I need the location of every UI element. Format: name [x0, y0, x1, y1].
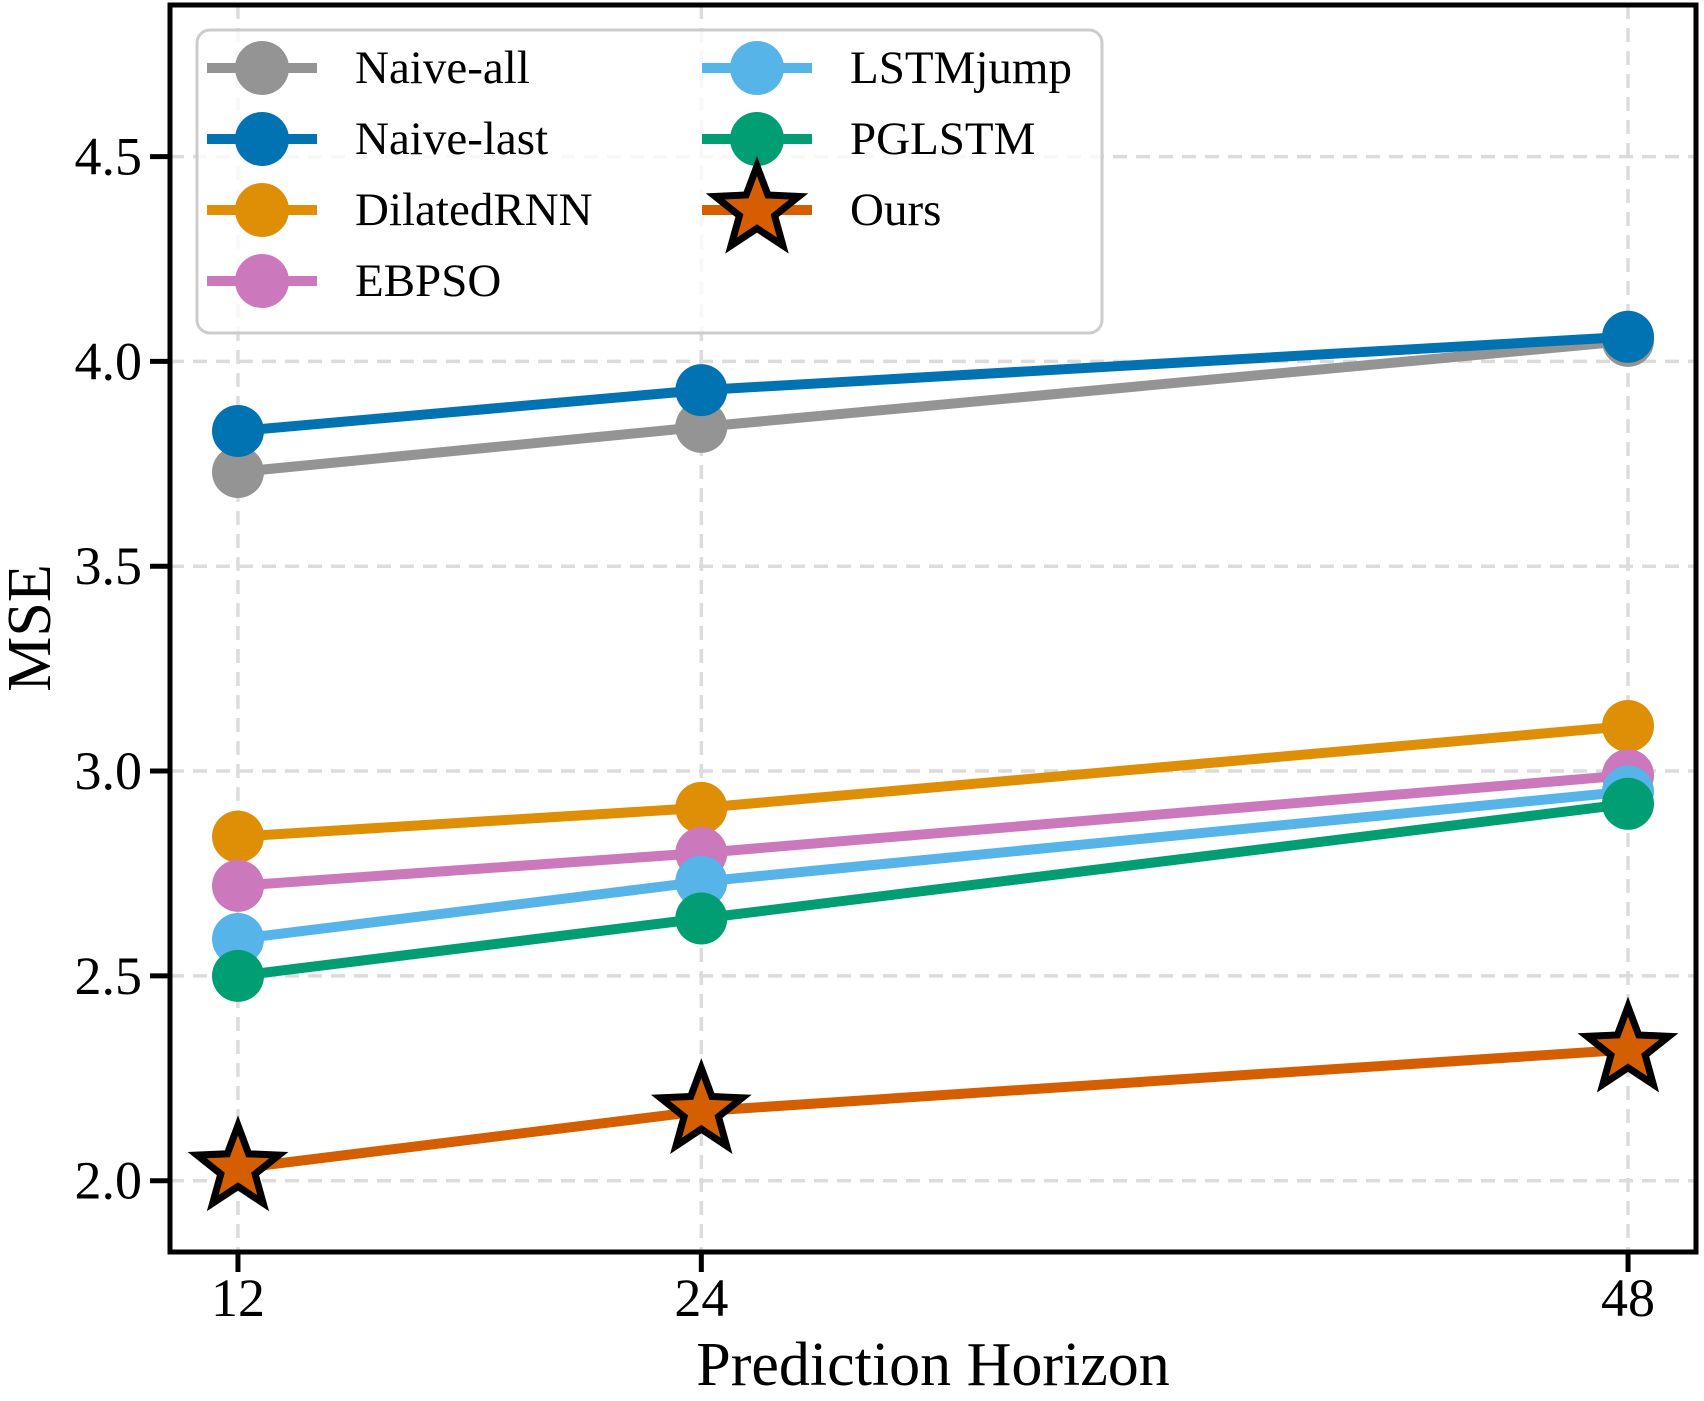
- legend: Naive-all Naive-last DilatedRNN EBPSO LSTMju…: [195, 28, 1104, 335]
- legend-entry-Ours: Ours: [702, 156, 941, 254]
- marker-Naive-last-48: [1602, 310, 1654, 363]
- marker-Ours-12: [187, 1115, 289, 1212]
- legend-entry-PGLSTM: PGLSTM: [702, 112, 1035, 166]
- legend-entry-Naive-all: Naive-all: [207, 41, 530, 95]
- legend-label-Naive-last: Naive-last: [355, 113, 548, 165]
- y-tick-label-2.5: 2.5: [75, 946, 143, 1006]
- marker-LSTMjump-24: [675, 855, 728, 908]
- y-tick-label-4: 4.0: [75, 331, 143, 391]
- legend-label-EBPSO: EBPSO: [355, 255, 501, 307]
- marker-Naive-all-24: [675, 400, 728, 453]
- legend-entry-EBPSO: EBPSO: [207, 254, 501, 308]
- legend-entry-Naive-last: Naive-last: [207, 112, 548, 166]
- plot-area: 12 24 48 2.0 2.5 3.0 3.5 4.0 4.5 Naive-all Naive-l…: [75, 2, 1699, 1328]
- marker-PGLSTM-24: [675, 892, 728, 945]
- series-PGLSTM: [212, 777, 1654, 1002]
- legend-marker-EBPSO: [235, 254, 289, 308]
- axes-frame: [167, 2, 1699, 1255]
- marker-DilatedRNN-48: [1602, 700, 1654, 752]
- legend-marker-PGLSTM: [730, 112, 784, 166]
- y-tick-label-3.5: 3.5: [75, 536, 143, 596]
- y-tick-label-4.5: 4.5: [75, 127, 143, 187]
- x-tick-label-48: 48: [1601, 1268, 1655, 1328]
- legend-marker-Naive-last: [235, 112, 289, 166]
- x-tick-label-24: 24: [674, 1268, 728, 1328]
- series-Ours: [187, 996, 1679, 1212]
- marker-Ours-48: [1577, 996, 1679, 1093]
- marker-EBPSO-12: [212, 859, 264, 912]
- series-DilatedRNN: [212, 700, 1654, 863]
- marker-Naive-last-24: [675, 364, 728, 417]
- marker-PGLSTM-12: [212, 949, 264, 1002]
- series-Naive-last: [212, 310, 1654, 457]
- series-line-Ours: [233, 1044, 1633, 1174]
- marker-LSTMjump-12: [212, 913, 264, 965]
- legend-marker-Naive-all: [235, 41, 289, 95]
- legend-label-Naive-all: Naive-all: [355, 42, 530, 94]
- marker-Naive-all-12: [212, 446, 264, 498]
- x-axis-label: Prediction Horizon: [696, 1331, 1170, 1399]
- legend-label-PGLSTM: PGLSTM: [850, 113, 1035, 165]
- series-Naive-all: [212, 314, 1654, 498]
- legend-label-DilatedRNN: DilatedRNN: [355, 184, 593, 236]
- marker-PGLSTM-48: [1602, 777, 1654, 830]
- legend-marker-DilatedRNN: [235, 183, 289, 237]
- series-line-LSTMjump: [233, 786, 1633, 944]
- legend-label-LSTMjump: LSTMjump: [850, 42, 1072, 94]
- y-axis-label: MSE: [0, 564, 64, 691]
- x-tick-label-12: 12: [211, 1268, 265, 1328]
- legend-marker-LSTMjump: [730, 41, 784, 95]
- legend-box: [195, 28, 1104, 335]
- series-line-Naive-last: [233, 331, 1633, 436]
- legend-marker-Ours: [705, 156, 809, 254]
- marker-Ours-24: [650, 1058, 752, 1155]
- marker-Naive-last-12: [212, 405, 264, 457]
- marker-DilatedRNN-24: [675, 781, 728, 834]
- legend-entry-DilatedRNN: DilatedRNN: [207, 183, 593, 237]
- y-tick-label-3: 3.0: [75, 741, 143, 801]
- series-line-DilatedRNN: [233, 721, 1633, 842]
- legend-entry-LSTMjump: LSTMjump: [702, 41, 1072, 95]
- legend-label-Ours: Ours: [850, 184, 941, 236]
- marker-DilatedRNN-12: [212, 810, 264, 863]
- y-tick-label-2: 2.0: [75, 1151, 143, 1211]
